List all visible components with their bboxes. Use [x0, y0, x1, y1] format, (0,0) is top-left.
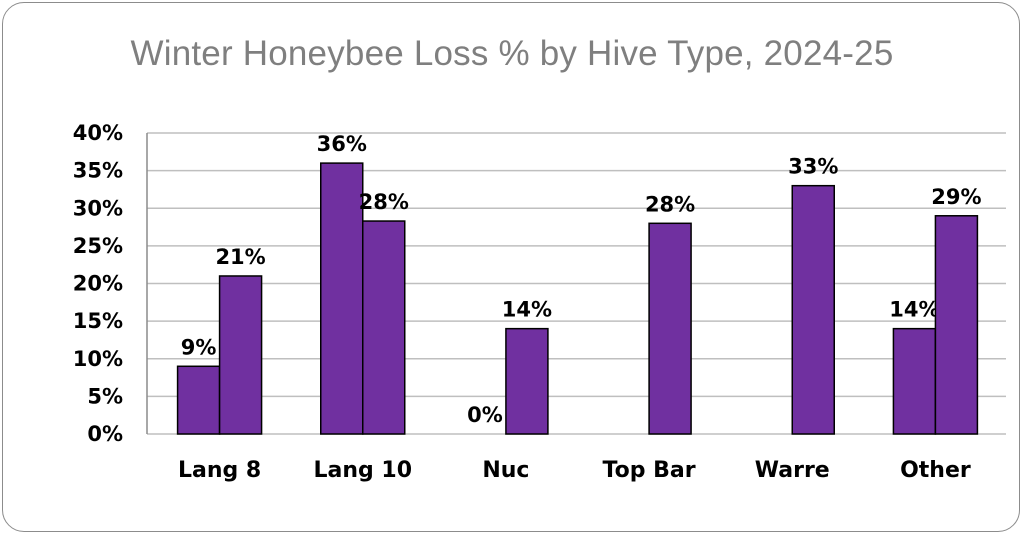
- x-tick-label: Warre: [755, 458, 830, 483]
- y-tick-label: 25%: [73, 234, 123, 258]
- y-tick-label: 10%: [73, 347, 123, 371]
- data-label: 36%: [317, 132, 367, 156]
- bar: [320, 162, 364, 435]
- bar: [648, 222, 692, 435]
- data-label: 21%: [215, 245, 265, 269]
- y-tick-label: 30%: [73, 196, 123, 220]
- bar: [934, 215, 979, 435]
- data-label: 9%: [181, 335, 217, 359]
- bar: [505, 327, 549, 435]
- y-tick-label: 0%: [87, 422, 123, 446]
- data-label: 28%: [645, 192, 695, 216]
- y-tick-label: 15%: [73, 309, 123, 333]
- x-tick-label: Lang 10: [313, 458, 412, 483]
- x-tick-label: Other: [900, 458, 971, 483]
- chart-title: Winter Honeybee Loss % by Hive Type, 202…: [130, 34, 894, 73]
- bar: [791, 184, 835, 435]
- bar: [218, 275, 263, 435]
- x-tick-label: Top Bar: [603, 458, 696, 483]
- x-tick-label: Nuc: [482, 458, 529, 483]
- x-tick-label: Lang 8: [178, 458, 261, 483]
- y-tick-label: 20%: [73, 272, 123, 296]
- data-label: 28%: [359, 190, 409, 214]
- y-tick-label: 40%: [73, 121, 123, 145]
- y-tick-label: 35%: [73, 159, 123, 183]
- data-label: 29%: [931, 185, 981, 209]
- y-tick-label: 5%: [87, 384, 123, 408]
- data-label: 14%: [502, 298, 552, 322]
- bar: [176, 365, 221, 435]
- bar: [362, 220, 406, 435]
- data-label: 14%: [889, 298, 939, 322]
- bar: [892, 327, 937, 435]
- data-label: 33%: [788, 155, 838, 179]
- data-label: 0%: [467, 403, 503, 427]
